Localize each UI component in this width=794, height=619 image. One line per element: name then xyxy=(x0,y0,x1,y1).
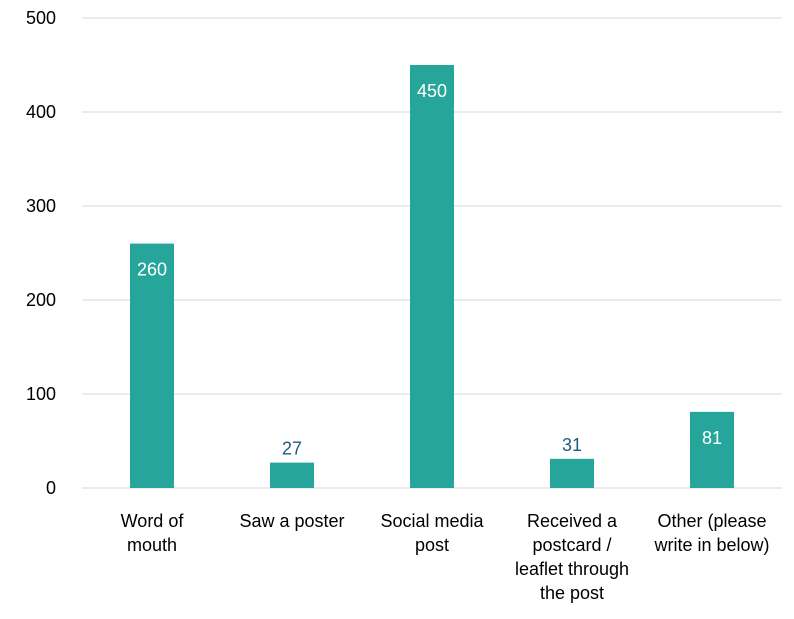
data-label: 81 xyxy=(702,428,722,448)
y-tick-label: 300 xyxy=(26,196,56,216)
x-tick-label: Received a xyxy=(527,511,618,531)
y-tick-label: 400 xyxy=(26,102,56,122)
data-label: 27 xyxy=(282,439,302,459)
x-tick-label: Social media xyxy=(380,511,484,531)
data-label: 450 xyxy=(417,81,447,101)
x-tick-label: the post xyxy=(540,583,604,603)
bar xyxy=(130,243,174,488)
x-tick-label: mouth xyxy=(127,535,177,555)
data-label: 31 xyxy=(562,435,582,455)
bar xyxy=(270,462,314,488)
x-tick-label: postcard / xyxy=(532,535,611,555)
y-tick-label: 500 xyxy=(26,8,56,28)
x-tick-label: post xyxy=(415,535,449,555)
data-label: 260 xyxy=(137,260,167,280)
y-tick-label: 100 xyxy=(26,384,56,404)
bar xyxy=(550,458,594,488)
y-axis: 0 100 200 300 400 500 xyxy=(26,8,56,498)
x-axis: Word of mouth Saw a poster Social media post… xyxy=(121,511,770,603)
y-tick-label: 0 xyxy=(46,478,56,498)
y-tick-label: 200 xyxy=(26,290,56,310)
x-tick-label: leaflet through xyxy=(515,559,629,579)
bar xyxy=(410,65,454,488)
x-tick-label: Saw a poster xyxy=(239,511,344,531)
x-tick-label: Other (please xyxy=(657,511,766,531)
bars: 260 27 450 31 81 xyxy=(130,65,734,488)
bar xyxy=(690,411,734,488)
x-tick-label: Word of xyxy=(121,511,185,531)
x-tick-label: write in below) xyxy=(653,535,769,555)
